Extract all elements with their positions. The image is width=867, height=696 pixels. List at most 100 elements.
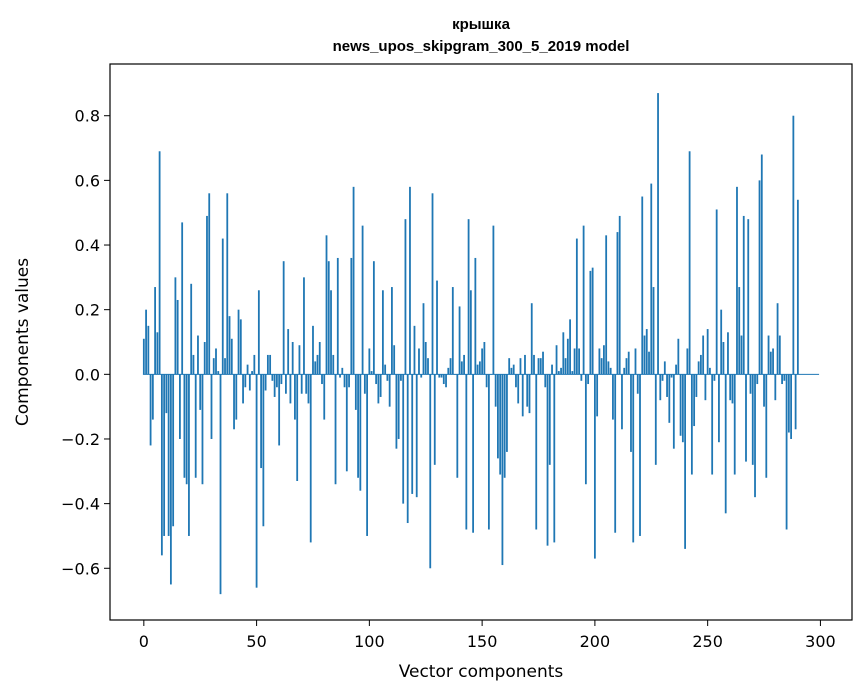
bar [431,193,434,375]
bar [727,332,729,375]
bar [711,374,714,475]
bar [203,342,206,375]
bar [679,374,682,436]
bar [720,309,723,375]
y-tick-label: −0.4 [61,495,100,514]
bar [476,364,479,375]
x-tick-label: 300 [805,632,836,651]
bar [260,374,262,469]
bar [469,290,472,375]
bar [381,290,384,375]
bar [533,354,535,375]
bar [472,374,474,533]
bar [294,374,296,420]
bar [776,303,779,375]
bar [598,348,601,375]
bar [359,374,362,491]
bar [560,367,562,375]
bar [172,374,175,527]
bar [147,325,150,375]
bar [663,361,666,375]
bar [291,342,294,375]
bar [321,374,323,385]
bar [167,374,170,536]
bar [404,219,407,375]
bar [474,257,477,375]
bar [395,374,398,449]
bar [226,193,229,375]
bar [370,371,373,375]
bar [781,374,783,385]
x-axis-ticks: 0 50 100 150 200 250 300 [139,620,836,651]
bar [154,287,156,375]
bar [436,280,438,375]
bar [467,219,470,375]
bar [555,345,558,375]
bar [217,371,220,375]
bar [792,115,795,375]
bar [442,374,445,385]
bar [699,354,702,375]
bar [303,277,305,375]
bar [526,374,529,407]
bar [235,374,238,420]
bar [372,261,375,375]
bar [666,374,668,397]
bar [451,287,454,375]
bar [194,374,197,478]
bar [742,215,745,375]
y-axis-label: Components values [13,258,33,426]
bar [266,354,269,375]
bar [440,374,443,378]
bar [413,325,416,375]
bar [181,222,184,375]
bar [379,374,382,397]
bar [357,374,359,478]
bar [145,309,147,375]
bar [323,374,326,420]
bar [163,374,166,536]
bar [643,335,646,375]
bar [348,374,350,388]
bar [409,186,411,375]
bar [636,374,639,394]
bar [573,348,576,375]
bar [751,374,754,465]
bar [688,151,691,375]
x-tick-label: 250 [692,632,723,651]
bar [546,374,549,546]
bar [783,374,786,381]
bar [672,374,675,449]
bar [724,374,727,514]
x-tick-label: 100 [354,632,385,651]
bar [623,367,626,375]
bar [738,287,741,375]
bar [460,361,463,375]
bar [481,348,484,375]
bar [429,374,432,569]
bar [237,309,240,375]
bar [255,374,258,588]
bar [269,354,272,375]
bar [627,351,630,375]
bar [221,238,224,375]
bar [483,342,486,375]
bar [740,335,743,375]
bar [528,374,531,414]
bar [557,371,560,375]
bar [427,358,429,375]
bar [654,374,657,465]
bar [411,374,414,494]
bar [731,374,734,404]
bar [625,358,628,375]
bar [334,374,337,485]
bar [318,342,321,375]
bar [375,374,378,385]
bar [722,342,725,375]
bar [384,364,387,375]
bar [314,361,317,375]
bar [508,358,511,375]
bar [686,348,689,375]
bar [363,374,366,394]
bar-series [142,93,799,595]
